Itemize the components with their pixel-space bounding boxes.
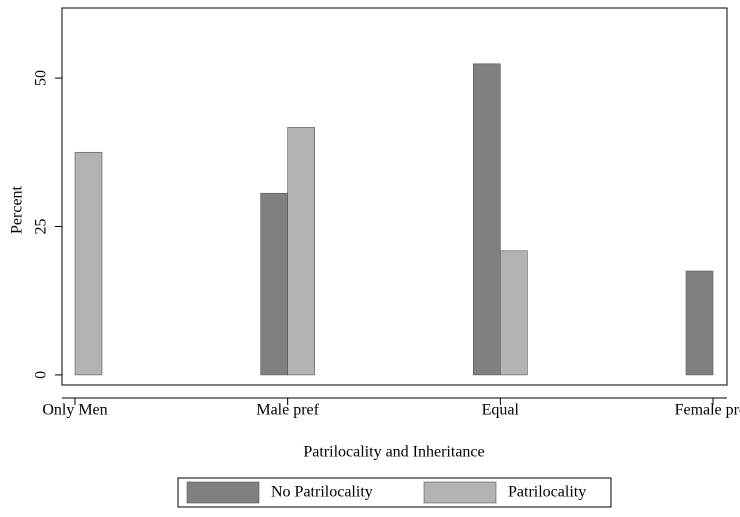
legend-label: Patrilocality — [508, 484, 586, 501]
x-tick-label: Female pref — [675, 402, 740, 419]
x-tick-label: Only Men — [42, 402, 107, 419]
x-tick-label: Equal — [482, 402, 520, 419]
bar — [260, 192, 288, 376]
y-tick-label: 50 — [33, 70, 50, 86]
legend-swatch — [186, 481, 260, 504]
legend-box — [177, 477, 612, 508]
bar — [74, 151, 103, 376]
y-tick-label: 25 — [33, 218, 50, 234]
x-axis-title: Patrilocality and Inheritance — [303, 444, 484, 461]
legend-swatch — [423, 481, 497, 504]
bar — [473, 63, 501, 376]
x-tick-label: Male pref — [256, 402, 319, 419]
y-tick-label: 0 — [33, 371, 50, 379]
bar — [685, 270, 714, 376]
plot-frame — [61, 7, 728, 386]
y-axis-title: Percent — [9, 185, 26, 234]
bar — [500, 250, 528, 376]
legend-label: No Patrilocality — [271, 484, 373, 501]
bar — [287, 127, 315, 376]
